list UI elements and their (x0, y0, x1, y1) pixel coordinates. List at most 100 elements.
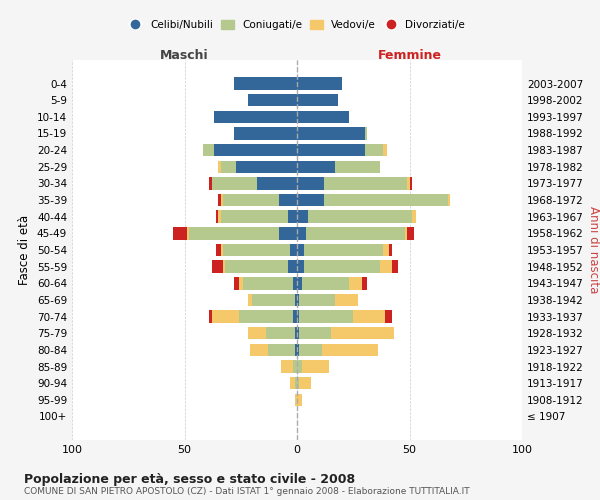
Bar (279, 227, 297, 239)
Bar (189, 227, 279, 239)
Bar (216, 210, 218, 223)
Bar (290, 377, 295, 390)
Bar (293, 360, 297, 373)
Bar (209, 310, 212, 323)
Bar (173, 227, 187, 239)
Bar (187, 227, 189, 239)
Text: Femmine: Femmine (377, 49, 442, 62)
Bar (297, 310, 299, 323)
Bar (407, 227, 414, 239)
Bar (297, 344, 299, 356)
Bar (299, 327, 331, 340)
Bar (324, 194, 448, 206)
Bar (234, 277, 239, 289)
Bar (257, 177, 297, 190)
Bar (297, 294, 299, 306)
Bar (295, 394, 297, 406)
Bar (225, 260, 288, 273)
Bar (234, 127, 297, 140)
Bar (293, 310, 297, 323)
Bar (248, 294, 252, 306)
Bar (248, 94, 297, 106)
Text: COMUNE DI SAN PIETRO APOSTOLO (CZ) - Dati ISTAT 1° gennaio 2008 - Elaborazione T: COMUNE DI SAN PIETRO APOSTOLO (CZ) - Dat… (24, 488, 470, 496)
Bar (299, 344, 322, 356)
Bar (252, 294, 295, 306)
Bar (299, 310, 353, 323)
Bar (297, 94, 337, 106)
Bar (297, 127, 365, 140)
Bar (331, 327, 394, 340)
Bar (365, 127, 367, 140)
Bar (297, 160, 335, 173)
Text: Popolazione per età, sesso e stato civile - 2008: Popolazione per età, sesso e stato civil… (24, 472, 355, 486)
Legend: Celibi/Nubili, Coniugati/e, Vedovi/e, Divorziati/e: Celibi/Nubili, Coniugati/e, Vedovi/e, Di… (125, 16, 469, 34)
Bar (383, 144, 387, 156)
Bar (239, 277, 243, 289)
Bar (221, 210, 288, 223)
Bar (223, 244, 290, 256)
Bar (297, 227, 306, 239)
Bar (209, 177, 212, 190)
Bar (349, 277, 362, 289)
Bar (218, 194, 221, 206)
Bar (297, 194, 324, 206)
Bar (389, 244, 392, 256)
Bar (212, 260, 223, 273)
Bar (304, 260, 380, 273)
Bar (214, 110, 297, 123)
Bar (295, 344, 297, 356)
Bar (295, 294, 297, 306)
Bar (234, 78, 297, 90)
Bar (297, 110, 349, 123)
Bar (297, 78, 342, 90)
Bar (297, 277, 302, 289)
Y-axis label: Fasce di età: Fasce di età (19, 215, 31, 285)
Bar (288, 210, 297, 223)
Bar (293, 277, 297, 289)
Bar (405, 227, 407, 239)
Bar (239, 310, 293, 323)
Bar (203, 144, 214, 156)
Bar (218, 210, 221, 223)
Bar (218, 160, 221, 173)
Bar (297, 210, 308, 223)
Bar (297, 377, 299, 390)
Bar (221, 160, 236, 173)
Bar (335, 294, 358, 306)
Bar (383, 244, 389, 256)
Bar (212, 310, 239, 323)
Bar (362, 277, 367, 289)
Bar (268, 344, 295, 356)
Bar (214, 144, 297, 156)
Bar (409, 177, 412, 190)
Bar (297, 177, 324, 190)
Bar (250, 344, 268, 356)
Bar (221, 194, 223, 206)
Bar (324, 177, 407, 190)
Bar (281, 360, 293, 373)
Y-axis label: Anni di nascita: Anni di nascita (587, 206, 600, 294)
Bar (299, 377, 311, 390)
Bar (297, 144, 365, 156)
Bar (248, 327, 265, 340)
Bar (304, 244, 383, 256)
Bar (223, 194, 279, 206)
Bar (322, 344, 378, 356)
Bar (308, 210, 412, 223)
Bar (236, 160, 297, 173)
Bar (295, 327, 297, 340)
Bar (290, 244, 297, 256)
Bar (412, 210, 416, 223)
Bar (216, 244, 221, 256)
Bar (365, 144, 383, 156)
Bar (353, 310, 385, 323)
Bar (297, 327, 299, 340)
Bar (299, 294, 335, 306)
Bar (335, 160, 380, 173)
Bar (297, 260, 304, 273)
Bar (385, 310, 392, 323)
Bar (295, 377, 297, 390)
Bar (212, 177, 257, 190)
Bar (297, 244, 304, 256)
Bar (288, 260, 297, 273)
